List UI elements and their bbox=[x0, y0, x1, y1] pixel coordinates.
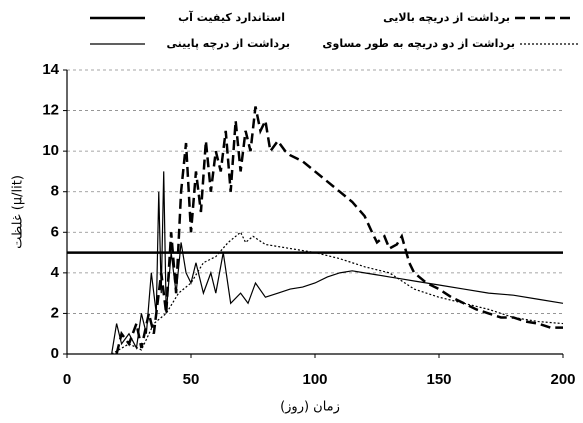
legend-label: برداشت از دریچه بالایی bbox=[383, 11, 510, 24]
y-tick-label: 8 bbox=[51, 183, 59, 200]
x-tick-label: 200 bbox=[550, 371, 575, 388]
legend-label: برداشت از دو دریچه به طور مساوی bbox=[322, 37, 515, 50]
y-tick-label: 10 bbox=[42, 142, 59, 159]
y-tick-label: 14 bbox=[42, 61, 59, 78]
legend-label: برداشت از درچه پایینی bbox=[166, 37, 290, 50]
series-line bbox=[111, 171, 564, 355]
legend-label: استاندارد کیفیت آب bbox=[178, 10, 285, 24]
x-tick-label: 100 bbox=[302, 371, 327, 388]
x-tick-label: 50 bbox=[183, 371, 200, 388]
x-tick-label: 150 bbox=[426, 371, 451, 388]
x-tick-label: 0 bbox=[63, 371, 71, 388]
y-tick-label: 4 bbox=[51, 264, 60, 281]
y-tick-label: 2 bbox=[51, 304, 59, 321]
y-tick-label: 0 bbox=[51, 345, 59, 362]
y-axis-label: غلظت (μ/lit) bbox=[11, 175, 26, 249]
x-axis-label: زمان (روز) bbox=[280, 400, 340, 415]
y-tick-label: 6 bbox=[51, 223, 59, 240]
series-line bbox=[115, 106, 563, 355]
y-tick-label: 12 bbox=[42, 102, 59, 119]
